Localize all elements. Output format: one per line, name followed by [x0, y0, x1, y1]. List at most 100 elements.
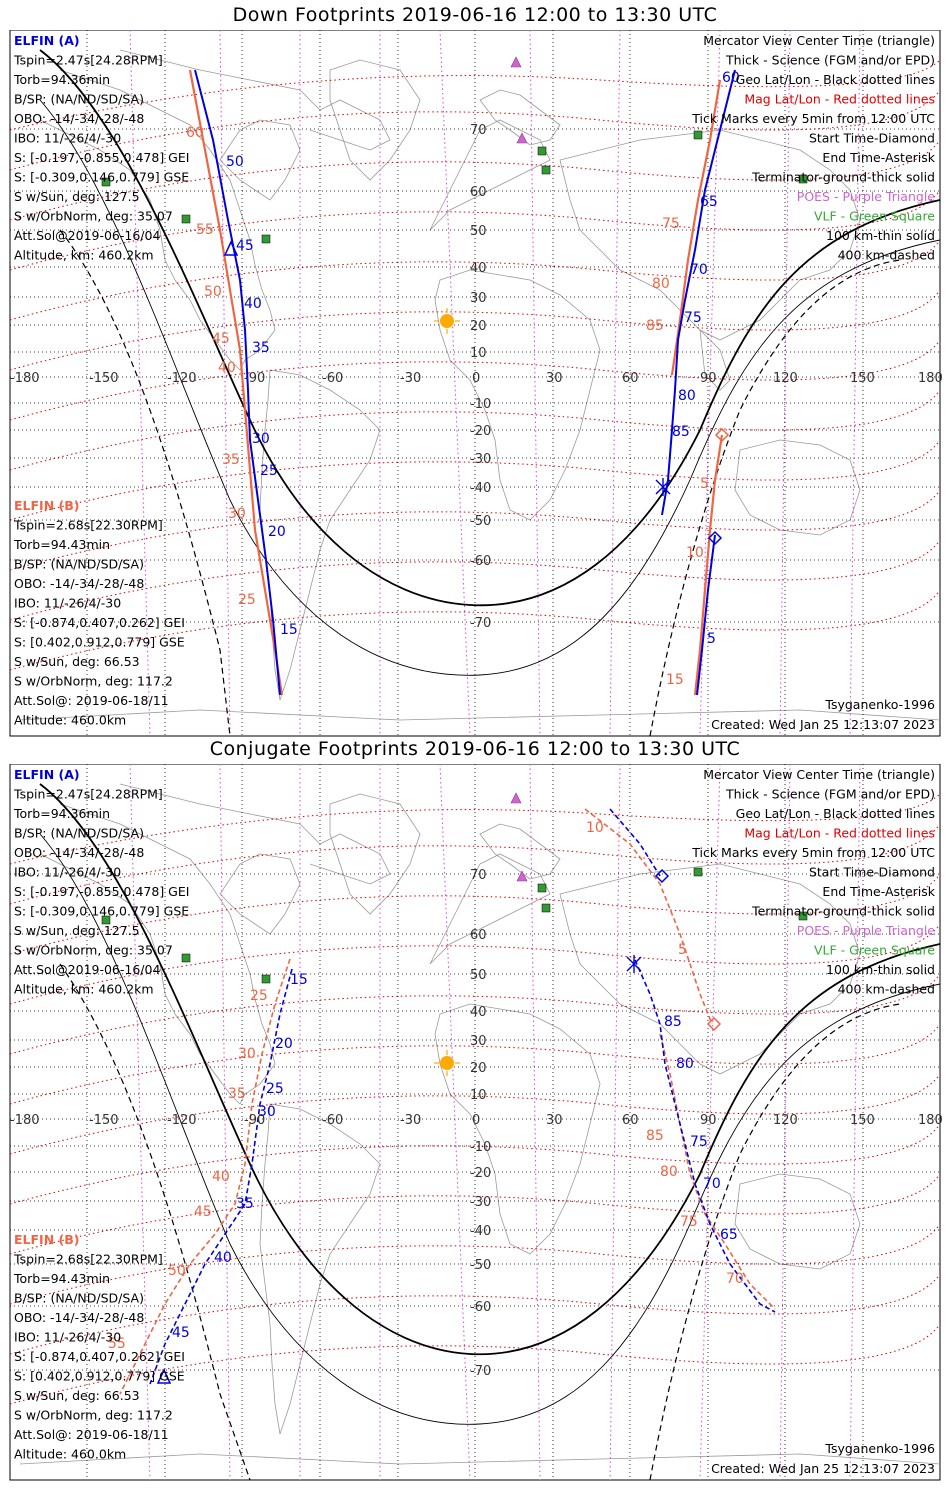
start-diamond-icon: [707, 530, 723, 546]
coastlines: [19, 783, 940, 1465]
elfin-b-info-line: S: [-0.874,0.407,0.262] GEI: [14, 615, 185, 630]
elfin-b-track: [188, 69, 724, 696]
lat-label: 20: [470, 1061, 487, 1076]
lat-label: -70: [470, 616, 491, 631]
lon-label: -180: [10, 371, 40, 386]
end-asterisk-icon: [655, 478, 671, 496]
poes-triangle-icon: [510, 792, 522, 804]
lon-label: -150: [89, 1113, 119, 1128]
track-a-tick: 25: [266, 1081, 284, 1097]
sun-icon: [434, 308, 460, 334]
terminator-100km: [39, 833, 940, 1425]
legend-line: POES - Purple Triangle: [797, 189, 936, 204]
elfin-b-info-line: Att.Sol@: 2019-06-18/11: [14, 693, 169, 708]
track-a-tick: 20: [268, 524, 286, 540]
legend-line: Tick Marks every 5min from 12:00 UTC: [691, 111, 935, 126]
lat-label: 20: [470, 319, 487, 334]
lon-label: -60: [322, 1113, 343, 1128]
lon-label: 120: [773, 1113, 798, 1128]
lat-label: 60: [470, 185, 487, 200]
elfin-b-info-line: OBO: -14/-34/-28/-48: [14, 576, 144, 591]
elfin-b-info-line: Altitude: 460.0km: [14, 1447, 126, 1462]
elfin-b-info: ELFIN (B) Tspin=2.68s[22.30RPM] Torb=94.43…: [13, 498, 185, 728]
lat-label: 10: [470, 1088, 487, 1103]
start-diamond-icon: [714, 427, 730, 443]
legend-line: Thick - Science (FGM and/or EPD): [725, 787, 935, 802]
lon-label: -120: [167, 1113, 197, 1128]
legend-line: 400 km-dashed: [838, 982, 935, 997]
elfin-b-info-line: OBO: -14/-34/-28/-48: [14, 1310, 144, 1325]
lon-label: 180: [918, 1113, 943, 1128]
lat-label: 50: [470, 224, 487, 239]
lon-label: 90: [700, 1113, 717, 1128]
elfin-b-info-line: S w/OrbNorm, deg: 117.2: [14, 674, 173, 689]
track-a-tick: 75: [684, 310, 702, 326]
lon-label: 60: [622, 1113, 639, 1128]
elfin-b-header: ELFIN (B): [14, 1232, 79, 1247]
geo-lat-lon-grid: [10, 764, 940, 1480]
track-b-tick: 5: [678, 942, 687, 958]
legend-line: Thick - Science (FGM and/or EPD): [725, 53, 935, 68]
lon-label: -60: [322, 371, 343, 386]
elfin-b-info-line: Torb=94.43min: [13, 1271, 110, 1286]
lat-label: 10: [470, 346, 487, 361]
terminator-400km: [59, 229, 231, 736]
lon-label: 60: [622, 371, 639, 386]
lat-label: -20: [470, 1166, 491, 1181]
elfin-a-info-line: Tspin=2.47s[24.28RPM]: [13, 787, 163, 802]
track-b-tick: 30: [228, 506, 246, 522]
elfin-a-info-line: S: [-0.197,-0.855,0.478] GEI: [14, 884, 189, 899]
track-b-tick: 60: [186, 125, 204, 141]
lat-label: -20: [470, 424, 491, 439]
elfin-b-info-line: S w/Sun, deg: 66.53: [14, 1388, 140, 1403]
lat-label: 60: [470, 928, 487, 943]
start-diamond-icon: [654, 868, 670, 884]
elfin-b-info-line: Tspin=2.68s[22.30RPM]: [13, 518, 163, 533]
lon-label: 0: [472, 371, 480, 386]
lat-label: 50: [470, 968, 487, 983]
legend-line: 100 km-thin solid: [826, 962, 935, 977]
elfin-b-info-line: Altitude: 460.0km: [14, 713, 126, 728]
lat-label: -10: [470, 397, 491, 412]
track-a-tick: 75: [690, 1134, 708, 1150]
elfin-a-header: ELFIN (A): [14, 33, 80, 48]
track-a-tick: 40: [214, 1250, 232, 1266]
sun-icon: [434, 1050, 460, 1076]
legend-line: 100 km-thin solid: [826, 228, 935, 243]
legend-line: End Time-Asterisk: [822, 884, 935, 899]
elfin-a-info-line: OBO: -14/-34/-28/-48: [14, 845, 144, 860]
center-triangle-icon: [223, 240, 239, 256]
elfin-a-info-line: IBO: 11/-26/4/-30: [14, 865, 121, 880]
track-b-tick: 50: [168, 1263, 186, 1279]
track-a-tick: 15: [280, 622, 298, 638]
end-asterisk-icon: [626, 955, 642, 973]
track-b-tick: 80: [660, 1164, 678, 1180]
track-b-tick: 55: [108, 1336, 126, 1352]
track-b-tick: 75: [680, 1214, 698, 1230]
track-a-tick: 45: [172, 1325, 190, 1341]
track-b-tick: 10: [586, 820, 604, 836]
lat-label: 70: [470, 123, 487, 138]
lat-label: -70: [470, 1364, 491, 1379]
track-a-tick: 85: [672, 424, 690, 440]
track-b-tick: 35: [222, 452, 240, 468]
mag-lat-lon-grid: [10, 793, 940, 1405]
lat-label: -50: [470, 514, 491, 529]
center-triangle-icon: [156, 1368, 172, 1384]
elfin-a-header: ELFIN (A): [14, 767, 80, 782]
legend-line: VLF - Green Square: [814, 943, 935, 958]
legend-line: Start Time-Diamond: [809, 131, 935, 146]
legend-line: Terminator-ground-thick solid: [751, 170, 935, 185]
track-b-tick: 85: [646, 1128, 664, 1144]
track-a-tick: 65: [720, 1227, 738, 1243]
lon-label: 120: [773, 371, 798, 386]
lon-label: -90: [244, 371, 265, 386]
track-b-tick: 35: [228, 1086, 246, 1102]
track-a-tick: 85: [664, 1014, 682, 1030]
poes-triangle-icon: [510, 56, 522, 68]
geo-lat-lon-grid: [10, 30, 940, 736]
track-b-tick: 15: [666, 672, 684, 688]
elfin-a-info-line: S w/Sun, deg: 127.5: [14, 923, 140, 938]
elfin-b-info-line: IBO: 11/-26/4/-30: [14, 1330, 121, 1345]
lon-label: -30: [400, 1113, 421, 1128]
